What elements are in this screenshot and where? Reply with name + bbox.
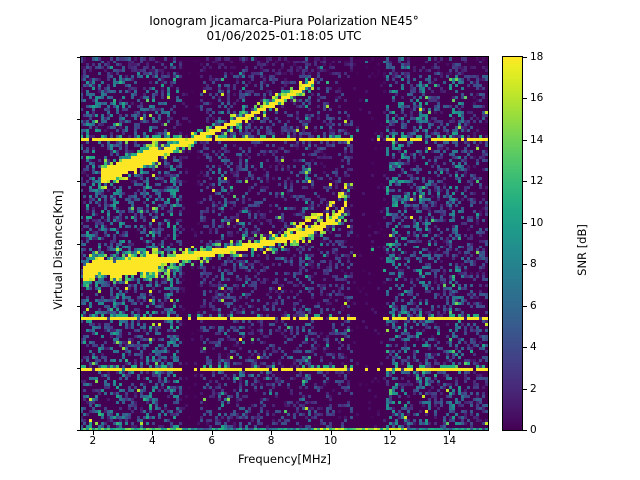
colorbar-tick-mark xyxy=(523,139,527,141)
colorbar-tick-label: 4 xyxy=(530,341,537,354)
y-axis-label: Virtual Distance[Km] xyxy=(51,190,65,310)
x-tick-label: 12 xyxy=(383,435,397,447)
colorbar-tick-label: 12 xyxy=(530,175,544,188)
x-tick-label: 8 xyxy=(267,435,275,447)
x-axis-label: Frequency[MHz] xyxy=(238,452,331,466)
colorbar-tick-mark xyxy=(523,430,527,431)
colorbar-tick-mark xyxy=(523,222,527,224)
colorbar-tick-mark xyxy=(523,388,527,390)
y-tick-mark xyxy=(77,367,81,369)
colorbar-tick-label: 10 xyxy=(530,216,544,229)
ionogram-heatmap xyxy=(81,57,488,430)
x-tick-mark xyxy=(449,431,451,435)
colorbar-tick-label: 0 xyxy=(530,424,537,436)
x-tick-label: 2 xyxy=(89,435,97,447)
colorbar-tick-mark xyxy=(523,347,527,349)
colorbar-tick-label: 14 xyxy=(530,133,544,146)
colorbar-tick-mark xyxy=(523,181,527,183)
x-tick-mark xyxy=(271,431,273,435)
colorbar-tick-label: 2 xyxy=(530,382,537,395)
colorbar-tick-label: 6 xyxy=(530,299,537,312)
x-tick-label: 6 xyxy=(208,435,216,447)
y-tick-mark xyxy=(77,305,81,307)
colorbar-tick-label: 18 xyxy=(530,51,544,63)
y-tick-mark xyxy=(77,119,81,121)
colorbar-tick-mark xyxy=(523,305,527,307)
colorbar-tick-label: 16 xyxy=(530,92,544,105)
x-tick-mark xyxy=(92,431,94,435)
y-tick-mark xyxy=(77,181,81,183)
x-tick-label: 14 xyxy=(442,435,457,447)
x-tick-mark xyxy=(211,431,213,435)
y-tick-mark xyxy=(77,57,81,58)
y-tick-mark xyxy=(77,430,81,431)
x-tick-mark xyxy=(152,431,154,435)
colorbar-tick-mark xyxy=(523,264,527,266)
colorbar-tick-mark xyxy=(523,57,527,58)
colorbar-tick-mark xyxy=(523,98,527,100)
colorbar-tick-label: 8 xyxy=(530,258,537,271)
x-tick-mark xyxy=(389,431,391,435)
x-tick-mark xyxy=(330,431,332,435)
colorbar-gradient xyxy=(503,57,522,430)
figure-title: Ionogram Jicamarca-Piura Polarization NE… xyxy=(149,14,419,43)
x-tick-label: 4 xyxy=(148,435,156,447)
x-tick-label: 10 xyxy=(323,435,338,447)
colorbar-label: SNR [dB] xyxy=(575,224,589,276)
y-tick-mark xyxy=(77,243,81,245)
